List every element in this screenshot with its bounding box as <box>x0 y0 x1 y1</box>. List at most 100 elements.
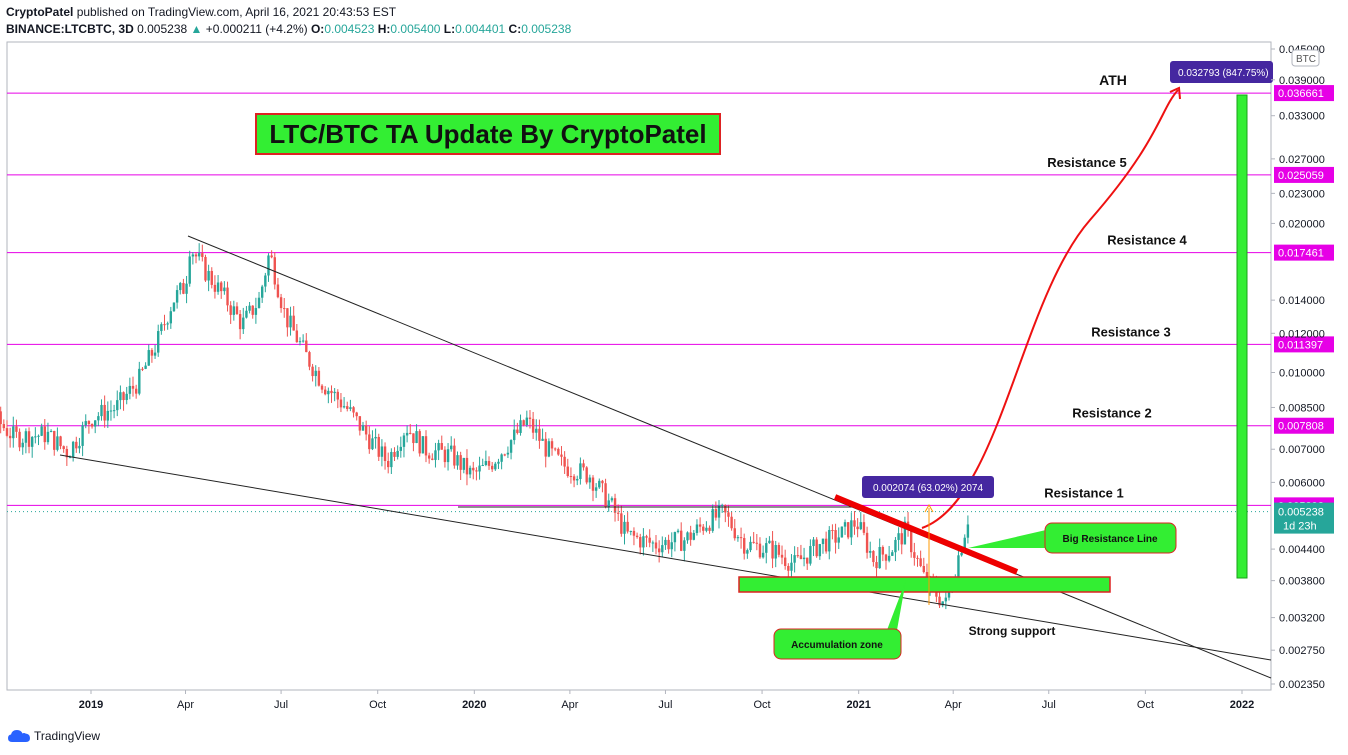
candle-body <box>84 421 87 426</box>
x-tick-label: Jul <box>274 699 288 711</box>
candle-body <box>122 392 125 401</box>
candle-body <box>809 546 812 564</box>
y-tick-label: 0.012000 <box>1279 328 1325 340</box>
accumulation-label: Accumulation zone <box>791 640 883 651</box>
candle-body <box>112 410 116 412</box>
candle-body <box>245 310 248 318</box>
candle-body <box>572 476 576 481</box>
y-tick-label: 0.002350 <box>1279 679 1325 691</box>
y-tick-label: 0.003200 <box>1279 613 1325 625</box>
candle-body <box>254 308 258 315</box>
accumulation-zone-box <box>738 576 1111 593</box>
candle-body <box>541 438 544 441</box>
candle-body <box>267 255 270 276</box>
candle-body <box>232 306 236 315</box>
candle-body <box>317 370 321 386</box>
level-price-badge <box>1274 166 1334 183</box>
candle-body <box>513 429 516 441</box>
candle-body <box>465 457 469 475</box>
candle-body <box>468 467 472 475</box>
candle-body <box>509 440 513 453</box>
candle-body <box>824 538 828 552</box>
tradingview-logo[interactable]: TradingView <box>8 729 100 743</box>
tradingview-brand: TradingView <box>34 729 101 743</box>
level-name: Resistance 4 <box>1107 233 1187 248</box>
candle-body <box>305 340 308 353</box>
candle-body <box>390 451 393 468</box>
y-tick-label: 0.014000 <box>1279 295 1325 307</box>
candle-body <box>279 297 283 309</box>
candle-body <box>538 428 541 441</box>
candle-body <box>547 441 551 457</box>
candle-body <box>27 431 31 447</box>
y-tick-label: 0.023000 <box>1279 188 1325 200</box>
candle-body <box>846 522 850 538</box>
candle-body <box>834 530 837 543</box>
candle-body <box>43 426 46 443</box>
candle-body <box>755 542 759 544</box>
candle-body <box>497 461 500 464</box>
candle-body <box>966 524 970 538</box>
candle-body <box>273 257 276 285</box>
candle-body <box>881 547 885 555</box>
candle-body <box>711 509 714 531</box>
target-label-box <box>1170 61 1273 83</box>
candle-body <box>352 407 355 413</box>
chart-title-box <box>255 113 721 155</box>
candle-body <box>815 539 818 557</box>
candle-body <box>739 537 743 539</box>
level-price-label: 0.036661 <box>1278 88 1324 100</box>
candle-body <box>87 421 91 425</box>
candle-body <box>405 432 409 436</box>
candle-body <box>705 527 708 531</box>
candle-body <box>412 433 415 444</box>
candle-body <box>131 385 135 389</box>
candle-body <box>673 532 677 543</box>
tradingview-cloud-icon <box>8 730 30 742</box>
candle-body <box>197 253 201 257</box>
candle-body <box>396 450 399 457</box>
candle-body <box>620 513 623 534</box>
candle-body <box>960 552 963 556</box>
accumulation-callout <box>773 628 902 660</box>
candle-body <box>175 290 179 303</box>
candle-body <box>591 477 595 491</box>
candle-body <box>900 533 903 545</box>
candle-body <box>604 483 607 508</box>
candle-body <box>944 597 948 602</box>
big-resistance-label: Big Resistance Line <box>1062 534 1157 545</box>
candle-body <box>358 416 362 431</box>
candle-body <box>875 562 878 569</box>
candle-body <box>576 478 579 481</box>
candle-body <box>519 420 522 433</box>
y-tick-label: 0.033000 <box>1279 111 1325 123</box>
candle-body <box>427 455 431 459</box>
candle-body <box>913 552 916 558</box>
candle-body <box>594 487 598 491</box>
candle-body <box>894 539 897 553</box>
candle-body <box>346 406 349 409</box>
candle-body <box>494 463 497 470</box>
candle-body <box>752 541 755 543</box>
candle-body <box>758 543 762 558</box>
candle-body <box>840 526 844 538</box>
candle-body <box>260 286 264 298</box>
candle-body <box>490 465 494 470</box>
candle-body <box>676 530 680 533</box>
candle-body <box>607 500 610 508</box>
candle-body <box>506 452 510 455</box>
candle-body <box>424 436 428 456</box>
candle-body <box>399 446 403 451</box>
candle-body <box>270 255 273 258</box>
candle-body <box>216 282 220 292</box>
candle-body <box>327 390 330 395</box>
candle-body <box>667 539 670 550</box>
candle-body <box>289 315 292 328</box>
candle-body <box>472 467 475 471</box>
candle-body <box>264 275 267 287</box>
symbol[interactable]: BINANCE:LTCBTC, 3D <box>6 22 134 36</box>
candle-body <box>670 542 673 550</box>
author-name[interactable]: CryptoPatel <box>6 5 74 19</box>
time-axis: 2019 Apr Jul Oct 2020 Apr Jul Oct 2021 Apr Jul Oct 2… <box>79 690 1254 711</box>
